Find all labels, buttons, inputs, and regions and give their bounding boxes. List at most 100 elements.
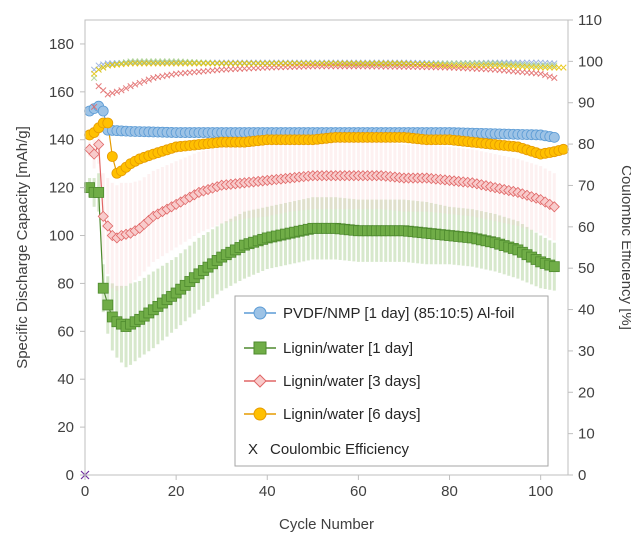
ce-point [195, 60, 203, 67]
y-tick-label: 40 [57, 371, 74, 388]
legend-marker-circle [253, 306, 267, 320]
ce-point [232, 60, 239, 67]
y-tick-label: 20 [57, 419, 74, 436]
ce-point [254, 60, 262, 67]
ce-point [145, 58, 152, 65]
x-tick-label: 0 [81, 483, 89, 500]
ce-point [236, 60, 244, 67]
ce-point [131, 60, 139, 67]
y2-tick-label: 70 [578, 177, 595, 194]
ce-point [346, 63, 353, 70]
y-tick-label: 60 [57, 323, 74, 340]
ce-point [268, 60, 275, 67]
ce-point [355, 60, 362, 67]
legend-marker-square [253, 341, 267, 355]
legend-marker-circle [253, 407, 267, 421]
data-point [548, 261, 560, 273]
ce-point [245, 60, 253, 67]
ce-point [141, 58, 148, 65]
marker-layer [80, 58, 569, 480]
legend-entry-0: PVDF/NMP [1 day] (85:10:5) Al-foil [244, 305, 514, 322]
legend-label-1: Lignin/water [1 day] [283, 340, 413, 357]
ce-point [473, 60, 481, 67]
ce-point [473, 62, 481, 69]
ce-point [296, 60, 303, 67]
ce-point [350, 60, 357, 67]
ce-point [546, 64, 553, 71]
ce-point [460, 62, 467, 69]
ce-point [359, 60, 367, 67]
legend-label-0: PVDF/NMP [1 day] (85:10:5) Al-foil [283, 305, 514, 322]
y2-tick-label: 0 [578, 467, 586, 484]
ce-point [159, 58, 166, 65]
y-tick-label: 140 [49, 132, 74, 149]
ce-point [122, 85, 130, 92]
ce-point [382, 60, 389, 67]
plot-frame [84, 19, 569, 476]
ce-point [542, 62, 549, 69]
ce-point [131, 58, 139, 65]
ce-point [546, 62, 553, 69]
ce-point [373, 60, 380, 67]
ce-point [95, 66, 102, 73]
ce-point [368, 60, 376, 67]
ce-point [341, 60, 348, 67]
ce-point [218, 60, 225, 67]
ce-point [387, 60, 394, 67]
ce-point [318, 60, 326, 67]
legend-marker-diamond [253, 374, 267, 388]
ce-point [113, 88, 121, 95]
legend-box [234, 295, 549, 467]
ce-point [273, 60, 280, 67]
ce-point [259, 60, 266, 67]
y-tick-label: 120 [49, 180, 74, 197]
ce-point [332, 63, 339, 70]
ce-point [90, 103, 98, 111]
ce-point [204, 60, 212, 67]
ce-point [168, 58, 175, 65]
legend-label-4: Coulombic Efficiency [270, 441, 409, 458]
ce-point [423, 64, 430, 71]
ce-point [327, 60, 335, 67]
ce-point [437, 64, 444, 71]
ce-point [364, 60, 371, 67]
ce-point [482, 60, 490, 67]
ce-point [414, 63, 421, 71]
ce-point [305, 60, 312, 67]
ce-point [309, 60, 316, 67]
ce-point [337, 63, 344, 70]
ce-point [309, 63, 316, 70]
ce-point [141, 60, 148, 67]
data-point [88, 148, 100, 160]
ce-point [542, 71, 549, 79]
ce-point [551, 74, 558, 82]
ce-point [555, 64, 563, 71]
ce-point [136, 79, 143, 87]
legend-marker-x: X [248, 441, 258, 458]
y2-tick-label: 60 [578, 219, 595, 236]
data-point [97, 282, 109, 294]
ce-point [469, 62, 476, 69]
ce-point [100, 64, 107, 71]
ce-point [482, 62, 490, 69]
ce-point [131, 81, 139, 88]
ce-point [145, 60, 152, 67]
ce-point [109, 89, 116, 97]
ce-point [546, 73, 553, 80]
y2-tick-label: 50 [578, 260, 595, 277]
ce-point [300, 60, 307, 67]
y2-axis-title: Coulombic Efficiency [%] [618, 165, 631, 330]
ce-point [428, 64, 435, 71]
ce-point [441, 64, 449, 71]
ce-point [487, 62, 494, 69]
data-point [558, 143, 569, 155]
ce-point [127, 58, 134, 65]
ce-point [314, 60, 321, 67]
ce-point [323, 60, 330, 67]
ce-point [104, 91, 111, 98]
ce-point [177, 60, 184, 67]
ce-point [542, 64, 549, 71]
ce-point [154, 58, 162, 65]
ce-point [478, 62, 485, 69]
x-tick-label: 20 [168, 483, 185, 500]
